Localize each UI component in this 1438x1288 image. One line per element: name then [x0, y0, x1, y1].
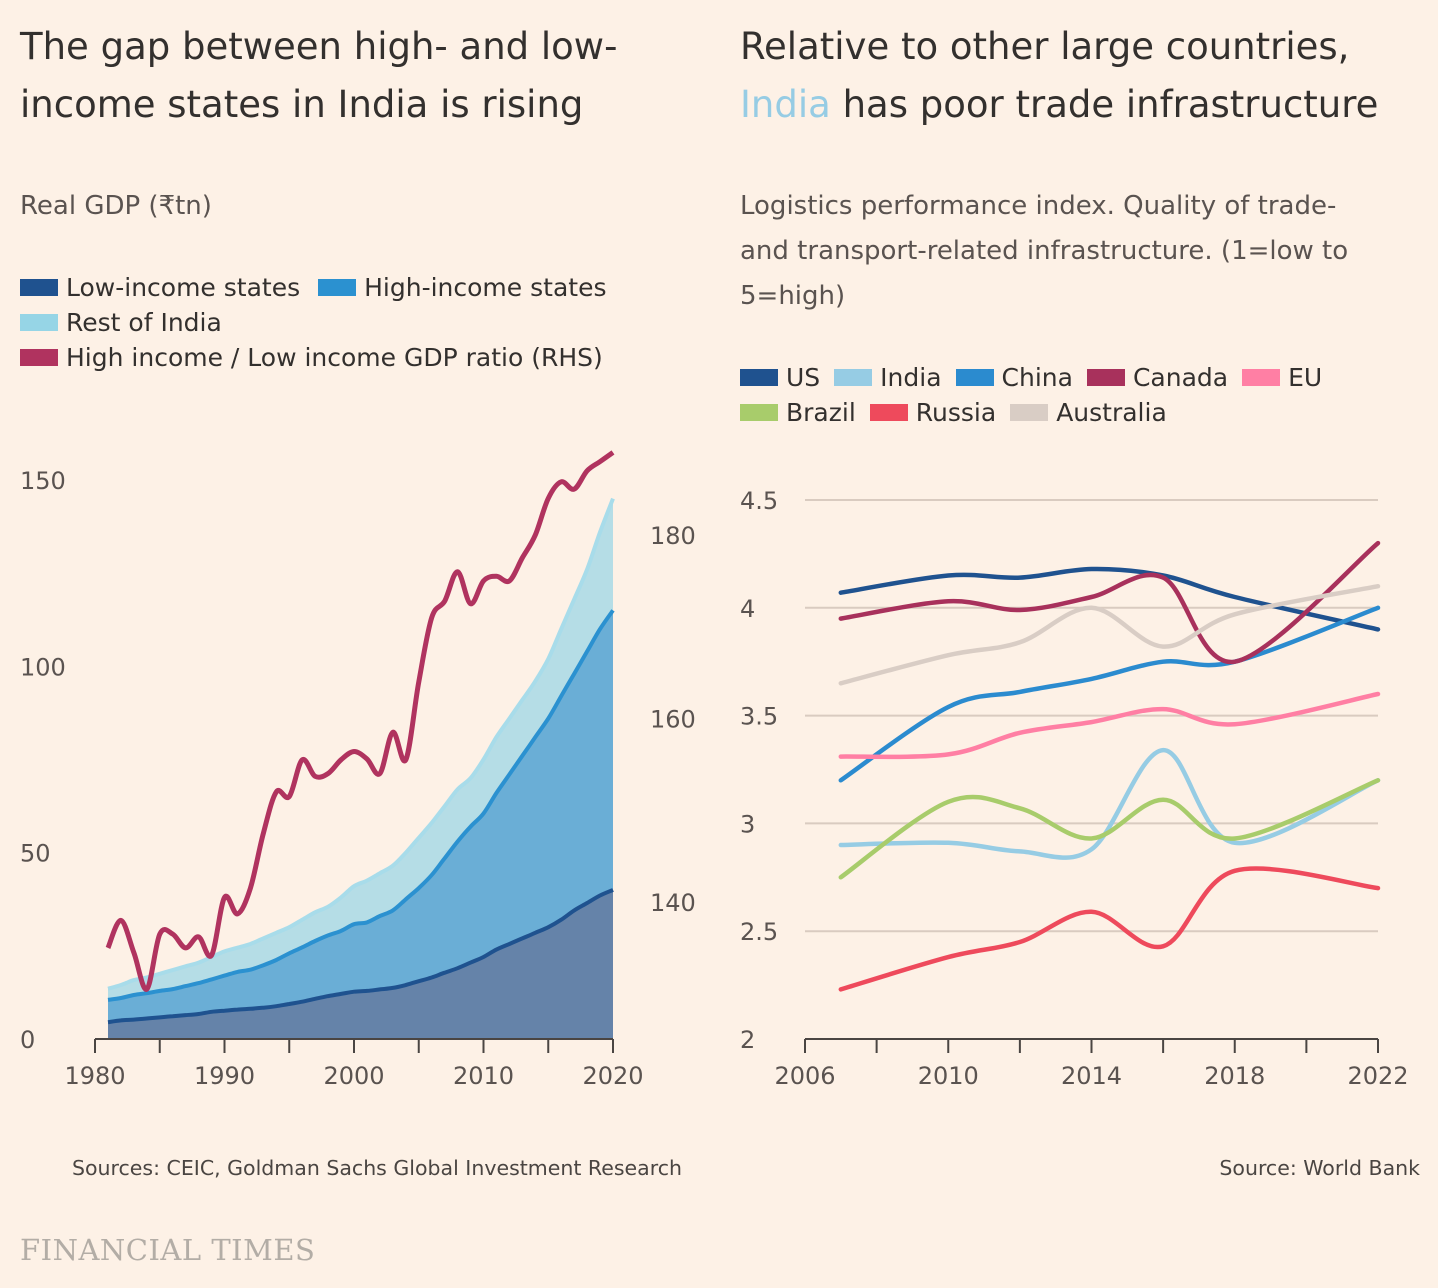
legend-item-ratio: High income / Low income GDP ratio (RHS) [20, 340, 603, 375]
legend-item-brazil: Brazil [740, 395, 856, 430]
line-canada [838, 540, 1381, 664]
line-brazil [838, 778, 1381, 880]
line-gdp-ratio [105, 450, 615, 992]
right-x-tick-label: 2014 [1061, 1062, 1122, 1090]
left-x-tick-label: 1990 [194, 1062, 255, 1090]
left-chart-subtitle: Real GDP (₹tn) [20, 191, 212, 221]
legend-label-ratio: High income / Low income GDP ratio (RHS) [66, 343, 603, 372]
legend-swatch-china [955, 369, 994, 386]
legend-label-us: US [786, 363, 821, 392]
right-chart-source: Source: World Bank [1219, 1156, 1420, 1180]
right-x-tick-label: 2006 [774, 1062, 835, 1090]
legend-item-us: US [740, 360, 820, 395]
right-y-tick-label: 4 [740, 595, 755, 623]
legend-label-australia: Australia [1056, 398, 1167, 427]
right-chart-plot: 2 2.5 3 3.5 4 4.5 2006 2010 2014 2018 2022 [740, 487, 1409, 1090]
area-low-income-states [108, 889, 613, 1039]
left-chart-source: Sources: CEIC, Goldman Sachs Global Inve… [72, 1156, 682, 1180]
area-high-income-states [108, 610, 613, 1023]
legend-label-brazil: Brazil [786, 398, 856, 427]
ft-logo: FINANCIAL TIMES [20, 1233, 316, 1267]
legend-label-low-income: Low-income states [66, 273, 301, 302]
right-chart-panel: Relative to other large countries, India … [740, 0, 1430, 319]
line-high-income-states [107, 609, 615, 1002]
legend-label-canada: Canada [1132, 363, 1229, 392]
legend-item-eu: EU [1242, 360, 1322, 395]
right-y-tick-label: 2.5 [740, 918, 778, 946]
right-y-tick-label: 4.5 [740, 487, 778, 515]
right-chart-legend: US India China Canada EU Brazil Russia Austral… [740, 360, 1430, 430]
right-x-tick-label: 2022 [1347, 1062, 1408, 1090]
legend-item-canada: Canada [1086, 360, 1229, 395]
right-y-tick-label: 3.5 [740, 703, 778, 731]
line-us [838, 566, 1381, 632]
left-y-tick-label: 50 [20, 840, 51, 868]
legend-item-high-income: High-income states [318, 270, 606, 305]
legend-item-australia: Australia [1010, 395, 1167, 430]
line-australia [838, 583, 1381, 686]
left-y-tick-label: 150 [20, 467, 66, 495]
legend-swatch-india [834, 369, 873, 386]
legend-item-india: India [834, 360, 942, 395]
left-x-tick-label: 1980 [64, 1062, 125, 1090]
line-eu [838, 691, 1381, 760]
legend-label-rest-of-india: Rest of India [66, 308, 222, 337]
left-y-tick-label: 100 [20, 653, 66, 681]
line-rest-of-india [107, 497, 615, 991]
left-title-line-1: The gap between high- and low- [20, 25, 618, 68]
legend-item-china: China [955, 360, 1073, 395]
legend-item-rest-of-india: Rest of India [20, 305, 222, 340]
right-y-tick-label: 3 [740, 810, 755, 838]
right-title-highlight-india: India [740, 83, 831, 126]
line-russia [838, 866, 1381, 992]
legend-swatch-russia [869, 404, 908, 421]
legend-swatch-rest-of-india [20, 314, 58, 331]
legend-swatch-australia [1010, 404, 1049, 421]
legend-swatch-low-income [20, 279, 58, 296]
legend-label-china: China [1001, 363, 1073, 392]
legend-swatch-canada [1086, 369, 1125, 386]
right-x-tick-label: 2018 [1204, 1062, 1265, 1090]
legend-item-low-income: Low-income states [20, 270, 300, 305]
area-rest-of-india [108, 498, 613, 1000]
line-low-income-states [107, 888, 614, 1025]
legend-label-india: India [880, 363, 942, 392]
legend-swatch-brazil [740, 404, 778, 421]
right-chart-subtitle: Logistics performance index. Quality of … [740, 184, 1430, 319]
right-subtitle-line-1: Logistics performance index. Quality of … [740, 191, 1337, 221]
left-chart-title: The gap between high- and low-income sta… [20, 18, 700, 134]
right-chart-title: Relative to other large countries, India … [740, 18, 1430, 134]
right-y-tick-label: 160 [650, 706, 696, 734]
right-title-line-2-rest: has poor trade infrastructure [830, 83, 1379, 126]
right-y-tick-label: 140 [650, 889, 696, 917]
left-x-tick-label: 2000 [323, 1062, 384, 1090]
legend-item-russia: Russia [869, 395, 997, 430]
legend-swatch-ratio [20, 349, 58, 366]
legend-swatch-us [740, 369, 778, 386]
right-subtitle-line-3: 5=high) [740, 281, 846, 311]
legend-swatch-high-income [318, 279, 357, 296]
right-y-tick-label: 2 [740, 1026, 755, 1054]
left-title-line-2: income states in India is rising [20, 83, 584, 126]
left-y-tick-label: 0 [20, 1026, 35, 1054]
legend-label-russia: Russia [915, 398, 997, 427]
right-title-line-1: Relative to other large countries, [740, 25, 1350, 68]
legend-label-high-income: High-income states [364, 273, 607, 302]
right-x-tick-label: 2010 [918, 1062, 979, 1090]
left-x-tick-label: 2010 [453, 1062, 514, 1090]
legend-swatch-eu [1242, 369, 1281, 386]
left-chart-plot: 0 50 100 150 140 160 180 1980 1990 2000 2010 2020 [20, 450, 696, 1090]
line-india [838, 747, 1381, 860]
left-chart-legend: Low-income states High-income states Rest… [20, 270, 660, 375]
left-chart-panel: The gap between high- and low-income sta… [20, 0, 700, 229]
left-x-tick-label: 2020 [582, 1062, 643, 1090]
right-y-tick-label: 180 [650, 522, 696, 550]
legend-label-eu: EU [1288, 363, 1323, 392]
right-subtitle-line-2: and transport-related infrastructure. (1… [740, 236, 1349, 266]
